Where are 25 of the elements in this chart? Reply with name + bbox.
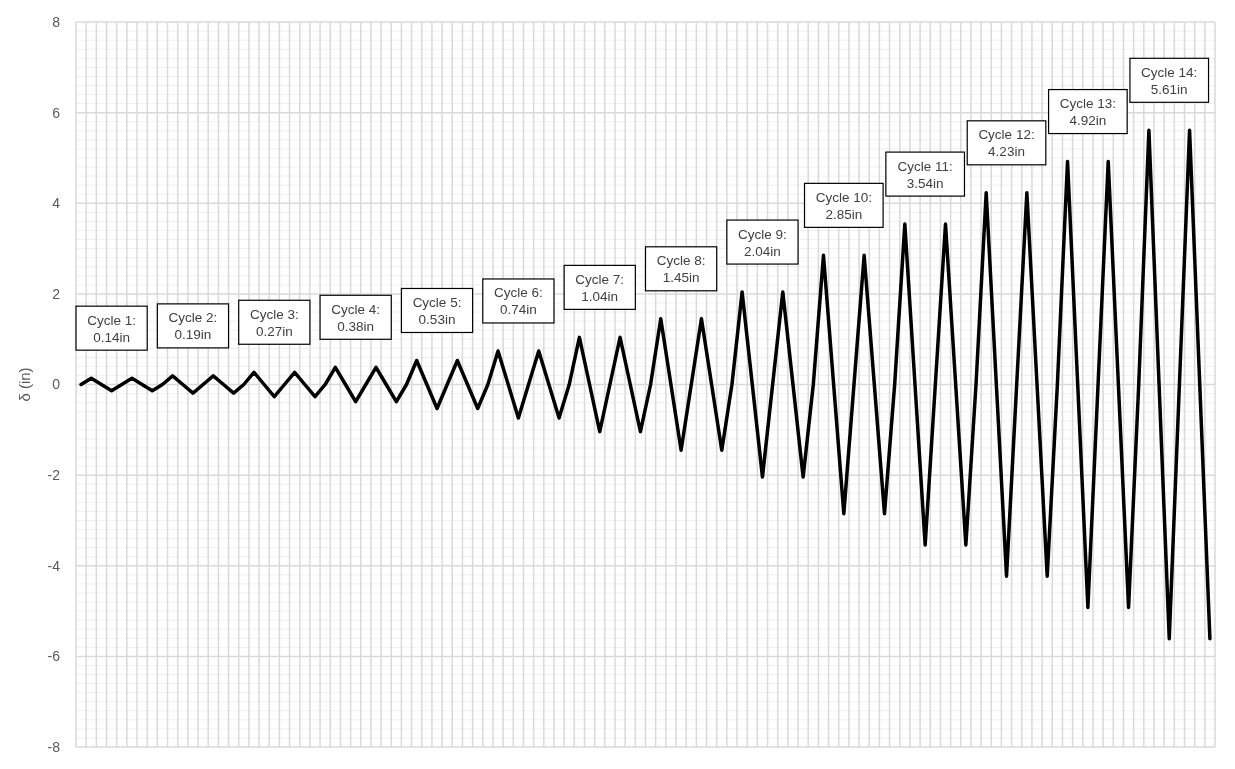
annotation: Cycle 11: 3.54in — [897, 158, 953, 191]
annotation: Cycle 14: 5.61in — [1141, 64, 1198, 97]
annotation: Cycle 2: 0.19in — [168, 310, 218, 343]
y-tick-label: 6 — [52, 104, 61, 121]
annotation: Cycle 12: 4.23in — [978, 127, 1035, 160]
annotation: Cycle 3: 0.27in — [249, 306, 299, 339]
annotation: Cycle 5: 0.53in — [412, 294, 462, 327]
y-tick-label: 0 — [52, 376, 61, 393]
y-tick-label: -2 — [47, 467, 61, 484]
y-tick-label: 2 — [52, 285, 61, 302]
line-series — [79, 128, 1212, 641]
annotation: Cycle 1: 0.14in — [87, 312, 136, 345]
annotation: Cycle 9: 2.04in — [738, 226, 787, 259]
y-tick-label: -4 — [47, 557, 61, 574]
annotation: Cycle 13: 4.92in — [1059, 96, 1117, 129]
y-tick-label: -6 — [47, 648, 61, 665]
annotation: Cycle 10: 2.85in — [815, 189, 872, 222]
y-tick-label: -8 — [47, 738, 61, 755]
annotation: Cycle 8: 1.45in — [656, 253, 706, 286]
y-tick-label: 8 — [52, 13, 61, 30]
annotation: Cycle 4: 0.38in — [331, 301, 381, 334]
annotation: Cycle 7: 1.04in — [575, 271, 625, 304]
y-axis-title: δ (in) — [16, 367, 33, 402]
y-tick-label: 4 — [52, 195, 61, 212]
annotation: Cycle 6: 0.74in — [493, 285, 543, 318]
